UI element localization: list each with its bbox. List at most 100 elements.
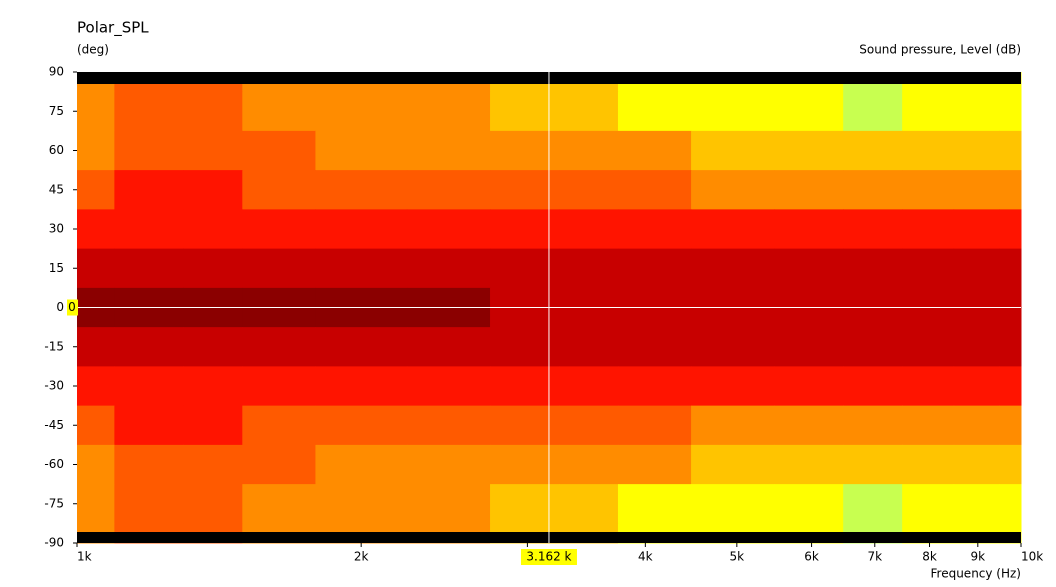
heat-cell [315,327,408,367]
y-tick-label: 15 [49,261,64,275]
heat-cell [315,444,408,485]
heat-cell [559,327,619,367]
heat-cell [406,130,491,171]
heat-cell [406,405,491,446]
heat-cell [999,405,1022,446]
heat-cell [406,209,491,250]
y-tick-label: 90 [49,65,64,79]
heat-cell [902,248,955,289]
heat-cell [953,484,1000,524]
heat-cell [77,170,115,210]
heat-cell [183,366,243,407]
heat-cell [691,170,775,210]
x-tick-label: 5k [730,550,745,564]
heat-cell [843,209,903,250]
y-tick-label: 60 [49,143,64,157]
heat-cell [315,484,408,524]
heat-cell [559,444,619,485]
heat-cell [242,405,316,446]
heat-cell [490,248,560,289]
heat-cell [843,484,903,524]
heat-cell [114,405,184,446]
heat-cell [902,444,955,485]
heat-cell [902,170,955,210]
heat-cell [902,484,955,524]
y-tick-label: -15 [44,339,64,353]
heat-cell [617,248,692,289]
heat-cell [617,405,692,446]
heat-cell [774,91,844,132]
heat-cell [617,444,692,485]
heat-cell [902,327,955,367]
heat-cell [490,91,560,132]
heat-cell [953,366,1000,407]
heat-cell [77,209,115,250]
heat-cell [114,327,184,367]
heat-cell [843,130,903,171]
heat-cell [406,248,491,289]
x-axis-label: Frequency (Hz) [931,567,1022,581]
heat-cell [490,209,560,250]
heat-cell [999,484,1022,524]
heat-cell [242,170,316,210]
x-tick-label: 2k [354,550,369,564]
heat-cell [242,327,316,367]
heat-cell [999,170,1022,210]
heat-cell [953,209,1000,250]
heat-cell [691,444,775,485]
heat-cell [999,327,1022,367]
heat-cell [953,170,1000,210]
chart-title: Polar_SPL [77,19,149,38]
heat-cell [559,209,619,250]
heat-cell [315,209,408,250]
heat-cell [490,327,560,367]
heat-cell [774,130,844,171]
heat-cell [406,484,491,524]
heat-cell [114,209,184,250]
heat-cell [774,405,844,446]
heat-cell [315,366,408,407]
heat-cell [242,91,316,132]
y-tick-label: -45 [44,418,64,432]
z-axis-label: Sound pressure, Level (dB) [859,43,1021,57]
heat-cell [843,405,903,446]
heat-cell [999,91,1022,132]
heat-cell [77,444,115,485]
heat-cell [843,444,903,485]
y-tick-label: 75 [49,104,64,118]
heat-cell [617,91,692,132]
heat-cell [999,130,1022,171]
heat-cell [183,405,243,446]
y-tick-label: -60 [44,457,64,471]
heat-cell [490,405,560,446]
heat-cell [183,444,243,485]
x-tick-label: 7k [867,550,882,564]
heat-cell [114,91,184,132]
heat-cell [315,130,408,171]
heat-cell [77,405,115,446]
heat-cell [559,405,619,446]
heat-cell [114,444,184,485]
heat-cell [183,130,243,171]
heat-cell [774,484,844,524]
y-axis-label: (deg) [77,43,109,57]
heat-cell [77,327,115,367]
heat-cell [843,327,903,367]
heat-cell [902,405,955,446]
heat-cell [406,366,491,407]
y-tick-label: 45 [49,182,64,196]
heat-cell [691,209,775,250]
heat-cell [953,327,1000,367]
heat-cell [691,484,775,524]
heat-cell [559,366,619,407]
heat-cell [114,366,184,407]
heat-cell [617,170,692,210]
heat-cell [559,91,619,132]
heat-cell [183,327,243,367]
heat-cell [953,405,1000,446]
heat-cell [406,170,491,210]
y-tick-label: -75 [44,496,64,510]
heat-cell [691,327,775,367]
x-tick-label: 10k [1021,550,1043,564]
heat-cell [953,130,1000,171]
